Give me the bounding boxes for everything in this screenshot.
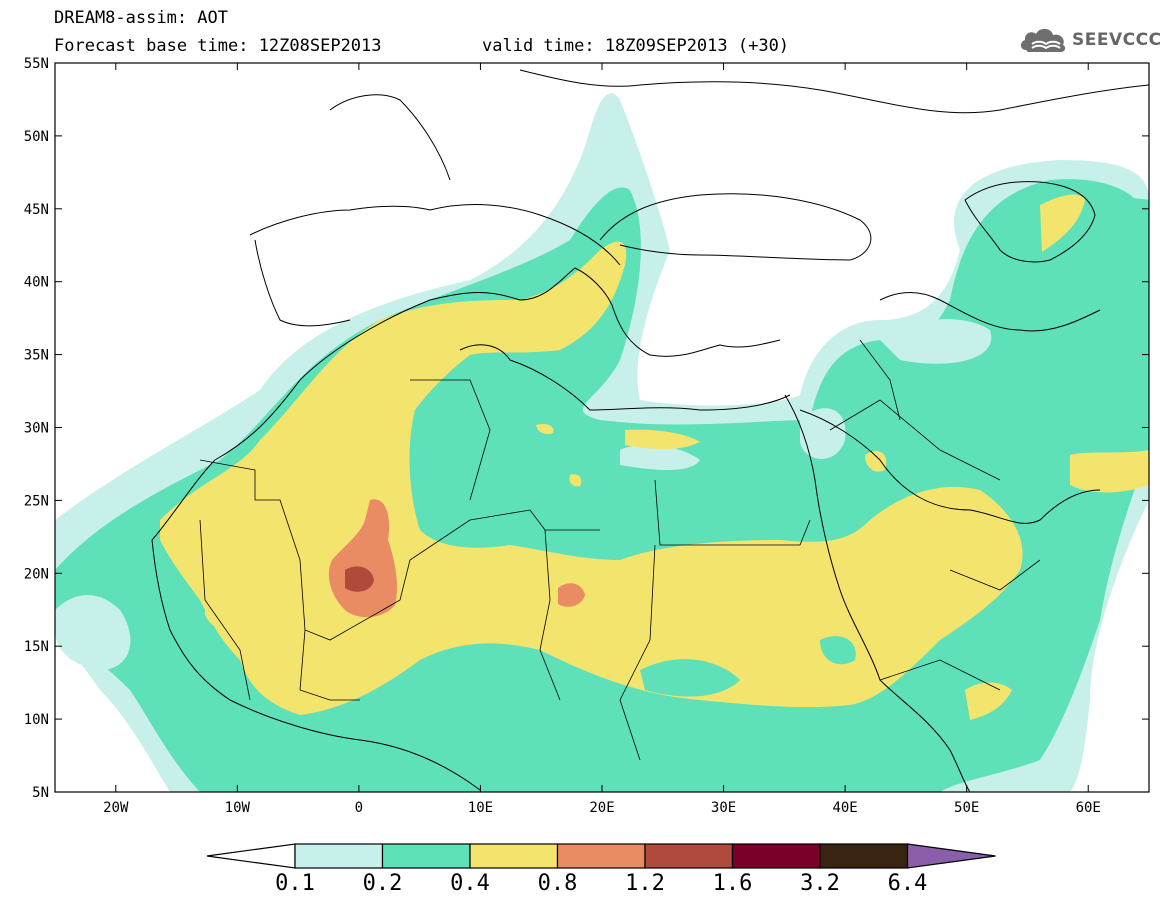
lat-tick-label: 45N: [24, 202, 49, 218]
lon-tick-label: 60E: [1076, 800, 1101, 816]
logo-text: SEEVCCC: [1072, 30, 1162, 50]
lat-tick-label: 5N: [32, 785, 49, 801]
colorbar-label: 1.2: [625, 871, 665, 896]
lat-tick-label: 15N: [24, 639, 49, 655]
colorbar-segment: [819, 843, 909, 869]
lat-tick-label: 50N: [24, 129, 49, 145]
lon-tick-label: 50E: [954, 800, 979, 816]
colorbar-over-triangle: [906, 843, 996, 869]
lat-tick-label: 10N: [24, 712, 49, 728]
coastlines: [151, 69, 1149, 792]
lat-tick-label: 20N: [24, 566, 49, 582]
colorbar: 0.1 0.2 0.4 0.8 1.2 1.6 3.2 6.4: [206, 843, 996, 896]
colorbar-segment: [294, 843, 384, 869]
cloud-logo-icon: [1020, 28, 1066, 52]
lon-tick-label: 10W: [225, 800, 251, 816]
aot-low-pockets: [55, 198, 1149, 670]
forecast-base-time: Forecast base time: 12Z08SEP2013: [54, 36, 382, 56]
lon-tick-label: 0: [355, 800, 363, 816]
colorbar-segment: [381, 843, 471, 869]
country-borders: [199, 339, 1041, 761]
lat-tick-label: 25N: [24, 493, 49, 509]
colorbar-segment: [644, 843, 734, 869]
aot-mid-pockets: [640, 636, 856, 697]
lon-tick-label: 30E: [711, 800, 736, 816]
colorbar-label: 1.6: [713, 871, 753, 896]
seevccc-logo: SEEVCCC: [1018, 24, 1161, 58]
lat-tick-label: 40N: [24, 275, 49, 291]
colorbar-label: 0.2: [363, 871, 403, 896]
longitude-axis: 20W 10W 0 10E 20E 30E 40E 50E 60E: [103, 63, 1101, 816]
latitude-axis: 55N 50N 45N 40N 35N 30N 25N 20N 15N 10N 5N: [24, 56, 1149, 801]
colorbar-label: 0.4: [450, 871, 490, 896]
colorbar-label: 0.1: [275, 871, 315, 896]
lon-tick-label: 20E: [589, 800, 614, 816]
colorbar-label: 3.2: [800, 871, 840, 896]
lat-tick-label: 55N: [24, 56, 49, 72]
aot-level-1.2: [345, 566, 374, 592]
lon-tick-label: 20W: [103, 800, 129, 816]
title-line-2: Forecast base time: 12Z08SEP2013 valid ti…: [54, 36, 789, 56]
title-line-1: DREAM8-assim: AOT: [54, 8, 228, 28]
colorbar-segment: [469, 843, 559, 869]
lat-tick-label: 35N: [24, 348, 49, 364]
colorbar-segment: [556, 843, 646, 869]
colorbar-label: 0.8: [538, 871, 578, 896]
lon-tick-label: 10E: [468, 800, 493, 816]
lon-tick-label: 40E: [832, 800, 857, 816]
lat-tick-label: 30N: [24, 421, 49, 437]
colorbar-label: 6.4: [888, 871, 928, 896]
colorbar-segment: [731, 843, 821, 869]
valid-time: valid time: 18Z09SEP2013 (+30): [482, 36, 790, 56]
colorbar-under-triangle: [206, 843, 296, 869]
